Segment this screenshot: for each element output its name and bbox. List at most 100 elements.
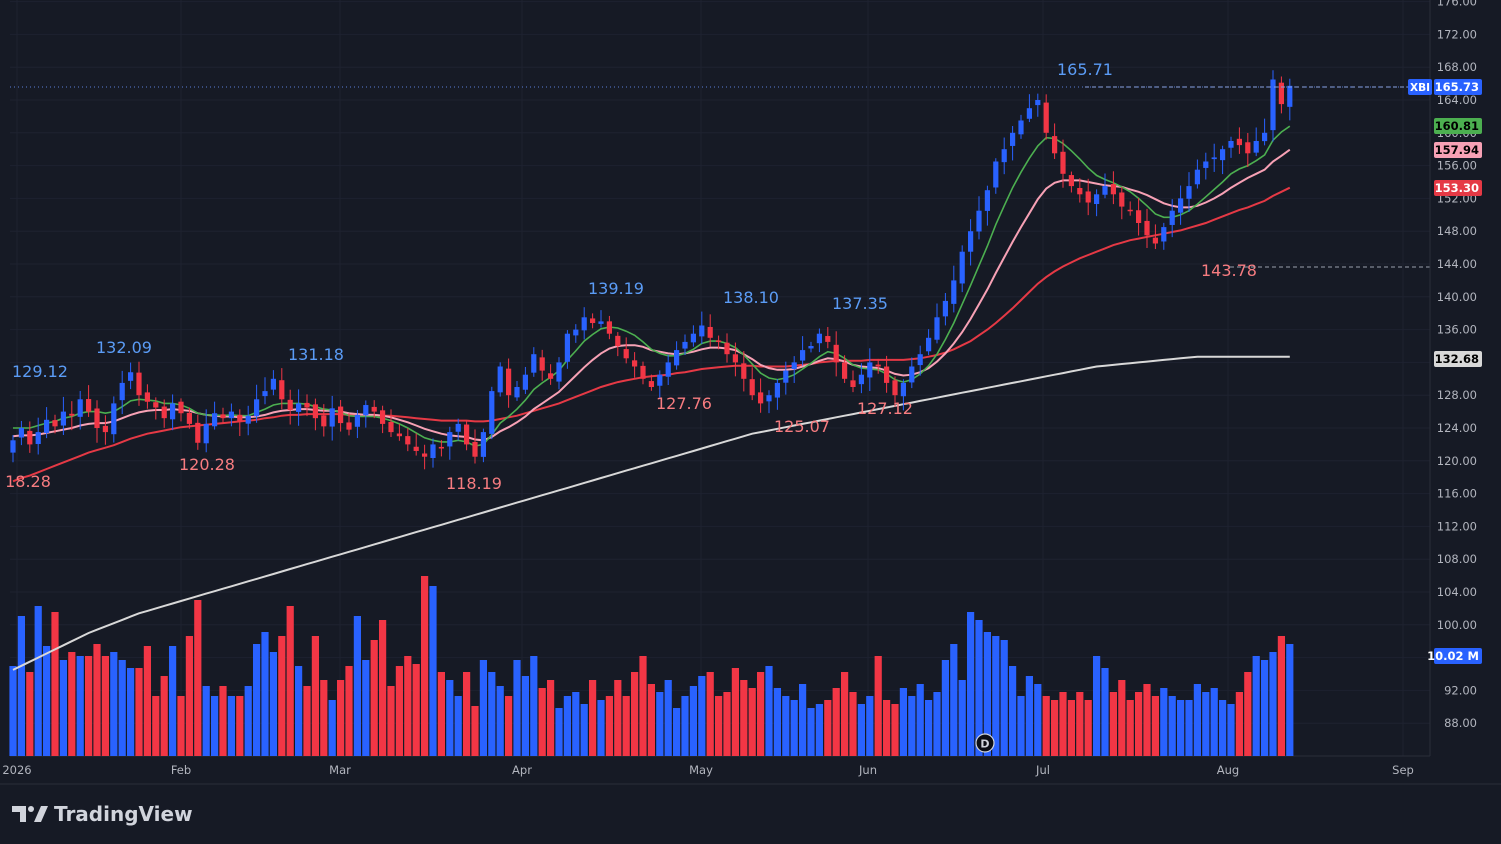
svg-text:132.68: 132.68 — [1435, 352, 1479, 366]
candle — [1262, 118, 1268, 146]
volume-bar — [1051, 700, 1059, 756]
volume-bar — [1261, 660, 1269, 756]
price-tick-label: 136.00 — [1437, 323, 1477, 337]
volume-bar — [1093, 656, 1101, 756]
volume-bar — [841, 672, 849, 756]
candle — [270, 370, 276, 396]
candle — [1186, 172, 1192, 213]
brand-name: TradingView — [54, 802, 193, 826]
candle — [1178, 185, 1184, 225]
tradingview-brand[interactable]: TradingView — [12, 798, 193, 830]
volume-bar — [580, 704, 588, 756]
candle — [153, 397, 159, 420]
price-annotation-low: 127.12 — [857, 399, 913, 418]
candle — [1203, 152, 1209, 180]
price-tick-label: 172.00 — [1437, 27, 1477, 41]
candle — [1119, 186, 1125, 220]
volume-bar — [941, 660, 949, 756]
candle — [1220, 145, 1226, 175]
candle — [1043, 94, 1049, 140]
candle — [942, 293, 948, 326]
price-tick-label: 148.00 — [1437, 224, 1477, 238]
volume-bar — [505, 696, 513, 756]
candle — [69, 401, 75, 431]
time-tick-label: Mar — [329, 763, 351, 777]
volume-bar — [76, 656, 84, 756]
candle — [212, 401, 218, 430]
candle — [237, 409, 243, 437]
price-tick-label: 104.00 — [1437, 585, 1477, 599]
volume-bar — [983, 632, 991, 756]
candle — [665, 354, 671, 386]
chart-grid — [10, 0, 1430, 757]
volume-bar — [253, 644, 261, 756]
candle — [758, 378, 764, 413]
candle — [161, 399, 167, 428]
volume-bar — [1252, 656, 1260, 756]
volume-bar — [1017, 696, 1025, 756]
volume-bar — [1025, 676, 1033, 756]
candle — [186, 407, 192, 429]
price-annotation-low: 120.28 — [179, 455, 235, 474]
candle — [422, 444, 428, 470]
candle — [371, 400, 377, 419]
candle — [615, 332, 621, 357]
volume-bar — [194, 600, 202, 756]
candle — [514, 380, 520, 401]
volume-bar — [1177, 700, 1185, 756]
volume-bar — [992, 636, 1000, 756]
volume-bar — [614, 680, 622, 756]
time-axis[interactable]: 2026 Feb Mar Apr May Jun Jul Aug Sep — [0, 763, 1501, 785]
volume-bar — [127, 668, 135, 756]
candle — [1278, 76, 1284, 114]
volume-bar — [773, 688, 781, 756]
volume-bar — [446, 680, 454, 756]
candle — [884, 355, 890, 393]
dividend-marker[interactable]: D — [975, 733, 995, 753]
volume-bar — [639, 656, 647, 756]
price-tick-label: 124.00 — [1437, 421, 1477, 435]
candle — [968, 219, 974, 266]
volume-bar — [958, 680, 966, 756]
candle — [892, 376, 898, 407]
volume-bar — [1160, 688, 1168, 756]
candle — [749, 367, 755, 401]
volume-bar — [605, 696, 613, 756]
candle — [27, 421, 33, 453]
volume-bar — [916, 684, 924, 756]
price-tick-label: 92.00 — [1444, 683, 1477, 697]
price-tick-label: 112.00 — [1437, 519, 1477, 533]
candle — [60, 396, 66, 436]
candle — [1211, 143, 1217, 172]
volume-bar — [681, 696, 689, 756]
volume-bar — [421, 576, 429, 756]
candle — [1144, 208, 1150, 249]
volume-bar — [538, 688, 546, 756]
volume-bar — [664, 680, 672, 756]
candle — [405, 428, 411, 452]
volume-bar — [429, 586, 437, 756]
volume-bar — [118, 660, 126, 756]
candle — [984, 185, 990, 226]
volume-bar — [555, 708, 563, 756]
candle — [178, 398, 184, 422]
candle — [304, 394, 310, 417]
candle — [396, 423, 402, 441]
volume-bar — [1084, 700, 1092, 756]
volume-bar — [51, 612, 59, 756]
candle — [858, 363, 864, 394]
candle — [506, 358, 512, 408]
candle — [1127, 201, 1133, 216]
volume-bar — [236, 696, 244, 756]
price-annotation-high: 137.35 — [832, 294, 888, 313]
ma-long-label: 132.68 — [1434, 351, 1482, 367]
volume-bar — [572, 692, 580, 756]
volume-bar — [496, 686, 504, 756]
volume-bar — [261, 632, 269, 756]
candle — [926, 329, 932, 356]
volume-bar — [1067, 700, 1075, 756]
candle — [1010, 126, 1016, 161]
volume-bar — [1101, 668, 1109, 756]
price-tick-label: 88.00 — [1444, 716, 1477, 730]
